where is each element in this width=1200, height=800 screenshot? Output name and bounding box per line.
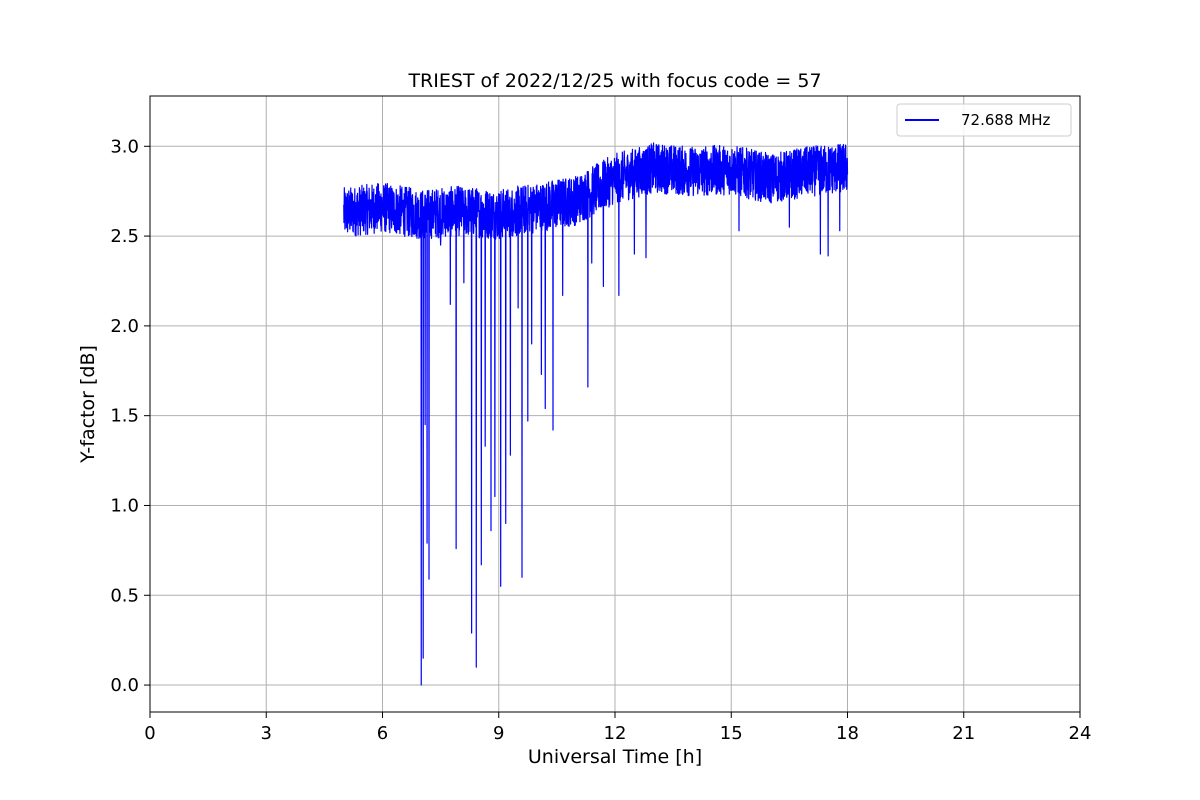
- x-tick-label: 0: [144, 723, 155, 744]
- x-tick-label: 24: [1069, 723, 1092, 744]
- y-tick-label: 3.0: [110, 136, 139, 157]
- y-tick-label: 2.5: [110, 226, 139, 247]
- y-tick-label: 0.5: [110, 585, 139, 606]
- legend-label: 72.688 MHz: [961, 111, 1050, 129]
- x-axis-title: Universal Time [h]: [528, 746, 702, 768]
- x-tick-label: 21: [952, 723, 975, 744]
- x-tick-label: 9: [493, 723, 504, 744]
- y-tick-label: 1.0: [110, 495, 139, 516]
- y-tick-label: 1.5: [110, 406, 139, 427]
- y-axis-ticks: 0.0 0.5 1.0 1.5 2.0 2.5 3.0: [110, 136, 150, 696]
- series-line: [343, 142, 849, 686]
- chart-title: TRIEST of 2022/12/25 with focus code = 5…: [407, 70, 821, 92]
- x-tick-label: 3: [261, 723, 272, 744]
- x-tick-label: 6: [377, 723, 388, 744]
- legend-box: [896, 103, 1072, 137]
- x-tick-label: 15: [720, 723, 743, 744]
- y-tick-label: 0.0: [110, 675, 139, 696]
- y-tick-label: 2.0: [110, 316, 139, 337]
- x-tick-label: 12: [604, 723, 627, 744]
- x-axis-ticks: 0 3 6 9 12 15 18 21 24: [144, 712, 1091, 744]
- legend: 72.688 MHz: [896, 103, 1072, 137]
- x-tick-label: 18: [836, 723, 859, 744]
- y-axis-title: Y-factor [dB]: [77, 345, 99, 464]
- series-layer: [343, 142, 849, 686]
